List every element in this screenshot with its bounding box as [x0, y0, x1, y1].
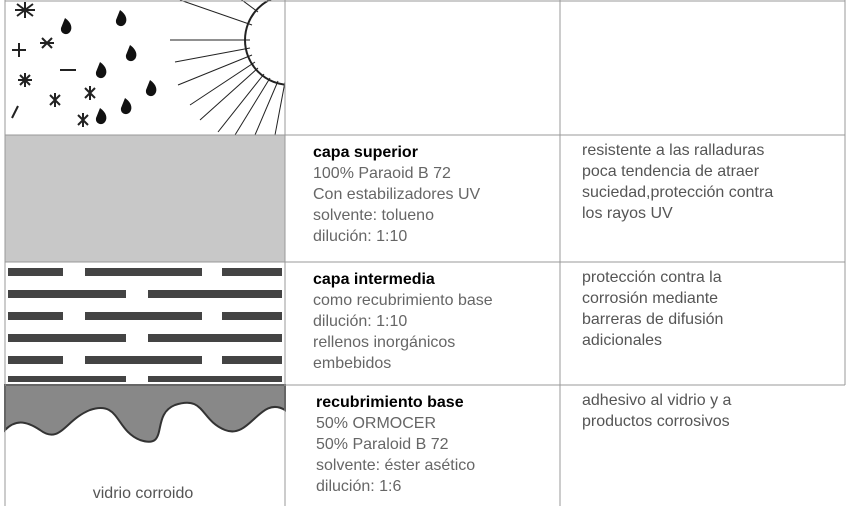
- spec-line: 100% Paraoid B 72: [313, 165, 451, 182]
- description-line: suciedad,protección contra: [582, 184, 774, 201]
- layer-title: recubrimiento base: [316, 394, 464, 411]
- middle-layer: [8, 268, 282, 382]
- description-line: corrosión mediante: [582, 290, 719, 307]
- layer-spec: capa superior 100% Paraoid B 72 Con estabi…: [313, 142, 480, 247]
- layer-description: protección contra la corrosión mediante ba…: [582, 267, 723, 351]
- description-line: poca tendencia de atraer: [582, 163, 760, 180]
- spec-line: dilución: 1:10: [313, 228, 408, 245]
- description-line: adhesivo al vidrio y a: [582, 392, 732, 409]
- spec-line: como recubrimiento base: [313, 292, 493, 309]
- caption: vidrio corroido: [93, 485, 194, 502]
- spec-line: solvente: tolueno: [313, 207, 434, 224]
- description-line: adicionales: [582, 332, 663, 349]
- weather-icon: [11, 0, 285, 135]
- layer-title: capa intermedia: [313, 271, 435, 288]
- spec-line: solvente: éster asético: [316, 457, 476, 474]
- top-layer: [5, 135, 285, 262]
- description-line: los rayos UV: [582, 205, 673, 222]
- spec-line: 50% ORMOCER: [316, 415, 437, 432]
- table-borders: [4, 0, 846, 506]
- spec-line: Con estabilizadores UV: [313, 186, 481, 203]
- spec-line: dilución: 1:10: [313, 313, 408, 330]
- base-layer: [4, 384, 286, 443]
- layer-spec: capa intermedia como recubrimiento base di…: [313, 269, 493, 374]
- description-line: productos corrosivos: [582, 413, 730, 430]
- layer-spec: recubrimiento base 50% ORMOCER 50% Paraloi…: [316, 392, 475, 497]
- description-line: protección contra la: [582, 269, 722, 286]
- description-line: resistente a las ralladuras: [582, 142, 765, 159]
- layer-title: capa superior: [313, 144, 418, 161]
- layer-description: adhesivo al vidrio y a productos corrosiv…: [582, 390, 731, 432]
- spec-line: rellenos inorgánicos: [313, 334, 456, 351]
- spec-line: 50% Paraloid B 72: [316, 436, 449, 453]
- description-line: barreras de difusión: [582, 311, 724, 328]
- layer-description: resistente a las ralladuras poca tendenci…: [582, 140, 773, 224]
- spec-line: dilución: 1:6: [316, 478, 402, 495]
- spec-line: embebidos: [313, 355, 392, 372]
